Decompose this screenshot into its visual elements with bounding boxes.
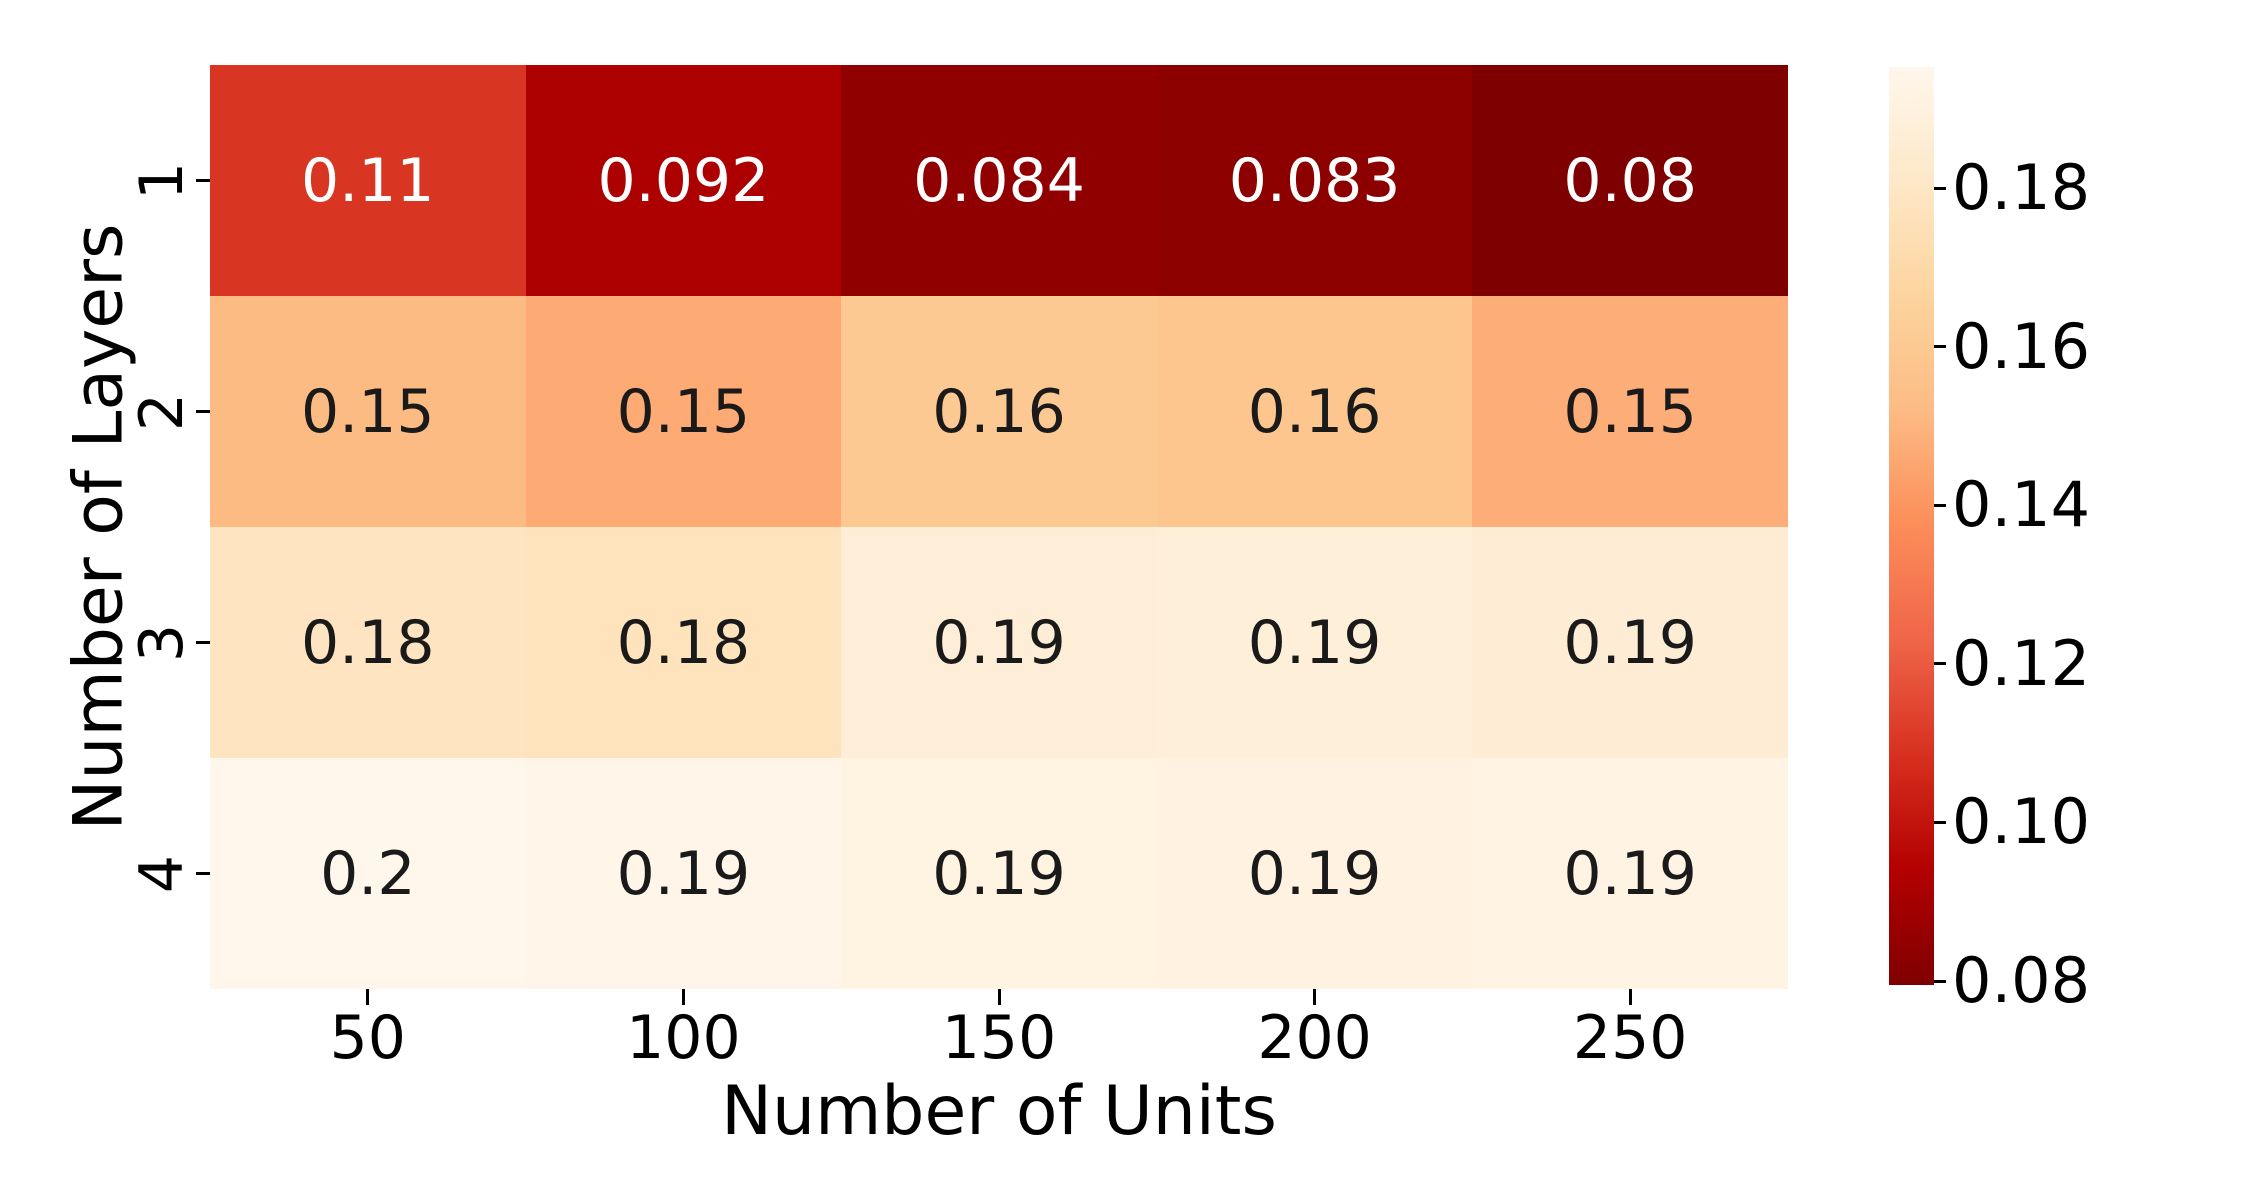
colorbar-tick-label: 0.10 <box>1952 785 2091 859</box>
heatmap-cell: 0.15 <box>1472 296 1788 527</box>
x-tick-label: 250 <box>1572 1003 1688 1073</box>
colorbar-tick-mark <box>1934 662 1946 666</box>
cell-annotation: 0.15 <box>301 376 435 447</box>
x-tick-mark <box>1313 989 1317 1005</box>
cell-annotation: 0.19 <box>1247 607 1382 678</box>
x-tick-label: 100 <box>626 1003 741 1073</box>
y-tick-label: 3 <box>127 623 197 662</box>
heatmap-cell: 0.16 <box>1156 296 1473 527</box>
cell-annotation: 0.11 <box>301 145 435 216</box>
y-tick-label: 2 <box>127 392 197 431</box>
y-tick-label: 1 <box>127 161 197 200</box>
heatmap-cell: 0.19 <box>1156 527 1473 758</box>
cell-annotation: 0.19 <box>932 607 1066 678</box>
heatmap-cell: 0.19 <box>1472 758 1788 989</box>
cell-annotation: 0.19 <box>1563 607 1697 678</box>
heatmap-cell: 0.15 <box>210 296 526 527</box>
heatmap-cell: 0.092 <box>525 65 842 296</box>
x-tick-mark <box>997 989 1001 1005</box>
heatmap-grid: 0.11 0.092 0.084 0.083 0.08 0.15 0.15 0.16 0.16 0… <box>210 65 1788 989</box>
heatmap-cell: 0.084 <box>841 65 1157 296</box>
colorbar-tick-label: 0.14 <box>1952 468 2091 542</box>
colorbar-tick-mark <box>1934 186 1946 190</box>
heatmap-cell: 0.18 <box>210 527 526 758</box>
x-tick-mark <box>366 989 370 1005</box>
heatmap-cell: 0.19 <box>1156 758 1473 989</box>
cell-annotation: 0.19 <box>932 838 1066 909</box>
cell-annotation: 0.083 <box>1228 145 1401 216</box>
cell-annotation: 0.08 <box>1563 145 1697 216</box>
y-tick-mark <box>196 179 210 182</box>
heatmap-cell: 0.19 <box>525 758 842 989</box>
heatmap-cell: 0.083 <box>1156 65 1473 296</box>
cell-annotation: 0.2 <box>320 838 416 909</box>
y-axis-label: Number of Layers <box>59 223 139 831</box>
heatmap-cell: 0.08 <box>1472 65 1788 296</box>
cell-annotation: 0.19 <box>1563 838 1697 909</box>
cell-annotation: 0.15 <box>616 376 751 447</box>
cell-annotation: 0.18 <box>301 607 435 678</box>
y-tick-label: 4 <box>127 854 197 893</box>
colorbar-tick-label: 0.18 <box>1952 151 2091 225</box>
x-tick-mark <box>681 989 685 1005</box>
cell-annotation: 0.16 <box>932 376 1066 447</box>
colorbar-tick-label: 0.12 <box>1952 626 2091 700</box>
heatmap-cell: 0.18 <box>525 527 842 758</box>
colorbar-tick-label: 0.08 <box>1952 944 2091 1018</box>
heatmap-cell: 0.2 <box>210 758 526 989</box>
colorbar-tick-mark <box>1934 345 1946 349</box>
cell-annotation: 0.15 <box>1563 376 1697 447</box>
heatmap-cell: 0.11 <box>210 65 526 296</box>
x-axis-label: Number of Units <box>721 1072 1277 1151</box>
colorbar-tick-mark <box>1934 979 1946 983</box>
y-tick-mark <box>196 410 210 413</box>
colorbar-tick-mark <box>1934 820 1946 824</box>
heatmap-cell: 0.16 <box>841 296 1157 527</box>
colorbar-tick-mark <box>1934 503 1946 507</box>
x-tick-label: 200 <box>1257 1003 1372 1073</box>
x-tick-label: 150 <box>941 1003 1057 1073</box>
cell-annotation: 0.16 <box>1247 376 1382 447</box>
heatmap-cell: 0.19 <box>1472 527 1788 758</box>
y-tick-mark <box>196 641 210 644</box>
heatmap-cell: 0.19 <box>841 758 1157 989</box>
x-tick-mark <box>1628 989 1632 1005</box>
colorbar-tick-label: 0.16 <box>1952 309 2091 383</box>
colorbar <box>1889 67 1934 985</box>
x-tick-label: 50 <box>329 1003 406 1073</box>
heatmap-cell: 0.15 <box>525 296 842 527</box>
heatmap-cell: 0.19 <box>841 527 1157 758</box>
cell-annotation: 0.092 <box>597 145 770 216</box>
cell-annotation: 0.19 <box>616 838 751 909</box>
cell-annotation: 0.19 <box>1247 838 1382 909</box>
cell-annotation: 0.18 <box>616 607 751 678</box>
cell-annotation: 0.084 <box>913 145 1085 216</box>
y-tick-mark <box>196 872 210 875</box>
